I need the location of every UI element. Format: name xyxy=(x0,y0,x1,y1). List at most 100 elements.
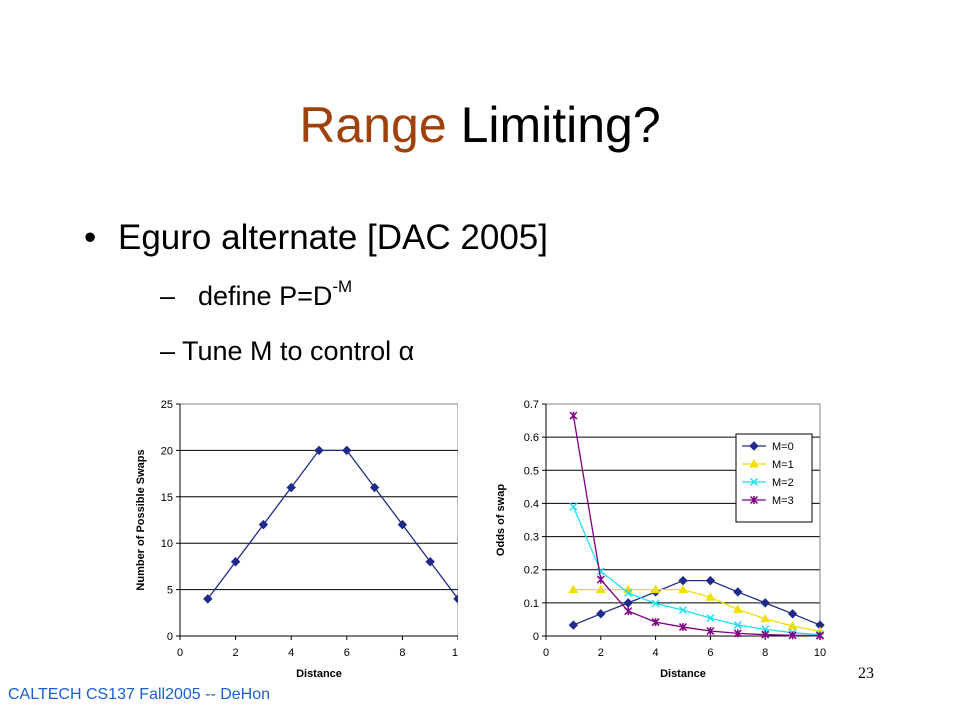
x-tick-label: 6 xyxy=(707,647,713,659)
x-tick-label: 0 xyxy=(543,647,549,659)
x-tick-label: 10 xyxy=(452,647,458,659)
page-number: 23 xyxy=(858,665,874,682)
series-M=2 xyxy=(569,502,825,639)
x-tick-label: 8 xyxy=(762,647,768,659)
data-point xyxy=(623,598,633,608)
x-axis-title: Distance xyxy=(296,668,342,680)
data-point xyxy=(397,519,408,530)
legend-entry: M=0 xyxy=(742,441,794,453)
x-tick-label: 2 xyxy=(598,647,604,659)
data-point xyxy=(651,618,660,627)
legend: M=0 M=1 M=2 M=3 xyxy=(735,433,813,523)
data-point xyxy=(596,575,605,584)
data-point xyxy=(569,502,578,511)
data-point xyxy=(568,620,579,630)
data-point xyxy=(787,621,798,630)
data-point xyxy=(760,598,770,608)
x-tick-label: 0 xyxy=(177,647,183,659)
series-line xyxy=(573,588,821,632)
slide-title: Range Limiting? xyxy=(0,96,960,154)
data-point xyxy=(678,584,688,594)
data-point xyxy=(761,630,770,639)
y-tick-label: 0.4 xyxy=(524,498,539,510)
legend-entry: M=2 xyxy=(742,477,794,489)
y-tick-label: 0 xyxy=(533,631,539,643)
data-point xyxy=(706,614,715,623)
bullet-mark: • xyxy=(84,218,97,257)
footer-course: CALTECH CS137 Fall2005 -- DeHon xyxy=(8,686,271,703)
data-point xyxy=(203,594,213,604)
data-point xyxy=(258,519,269,530)
bullet-text: Eguro alternate [DAC 2005] xyxy=(118,218,548,257)
data-point xyxy=(760,613,771,623)
legend-label: M=1 xyxy=(772,459,794,471)
legend-label: M=2 xyxy=(772,477,794,489)
sub-dash-1: – xyxy=(160,281,176,311)
y-tick-label: 0.2 xyxy=(524,565,539,577)
x-axis-title: Distance xyxy=(660,668,706,680)
y-tick-label: 15 xyxy=(161,492,173,504)
data-point xyxy=(733,629,742,638)
data-point xyxy=(624,588,633,597)
data-point xyxy=(595,584,606,594)
x-tick-label: 8 xyxy=(399,647,405,659)
y-tick-label: 0.5 xyxy=(524,465,539,477)
x-tick-label: 4 xyxy=(288,647,294,659)
data-point xyxy=(453,594,458,604)
data-point xyxy=(706,626,715,636)
data-point xyxy=(569,411,578,420)
title-accent-word: Range xyxy=(299,97,447,153)
legend-marker xyxy=(749,458,759,468)
title-rest: Limiting? xyxy=(446,97,661,153)
series-M=3 xyxy=(569,411,825,640)
legend-label: M=3 xyxy=(772,495,794,507)
y-tick-label: 0.7 xyxy=(524,399,539,411)
sub-item-define: define P=D-M xyxy=(198,277,352,312)
y-axis-title: Number of Possible Swaps xyxy=(135,449,147,590)
series-line xyxy=(572,506,821,636)
y-tick-label: 0.3 xyxy=(524,532,539,544)
data-point xyxy=(596,609,606,619)
data-point xyxy=(678,623,688,632)
series-line xyxy=(573,580,821,626)
x-tick-label: 2 xyxy=(233,647,239,659)
data-point xyxy=(425,557,435,567)
data-point xyxy=(733,621,742,630)
legend-box xyxy=(735,433,813,523)
sub-item-define-exponent: -M xyxy=(332,277,353,296)
data-point xyxy=(314,445,324,456)
x-tick-label: 6 xyxy=(344,647,350,659)
y-tick-label: 0.1 xyxy=(524,598,539,610)
legend-marker xyxy=(749,477,759,487)
data-point xyxy=(568,584,579,594)
y-tick-label: 10 xyxy=(161,538,173,550)
data-point xyxy=(705,592,716,601)
odds-chart: 0 0.1 0.2 0.3 0.4 0.5 0.6 0.7 0 2 4 6 8 10 Distance Odd… xyxy=(495,399,826,680)
series-M=1 xyxy=(568,584,825,635)
data-point xyxy=(342,445,352,456)
data-point xyxy=(733,587,743,597)
y-tick-label: 20 xyxy=(161,445,173,457)
plot-area xyxy=(179,403,458,637)
data-point xyxy=(815,631,825,640)
data-point xyxy=(286,482,296,493)
y-tick-label: 5 xyxy=(167,585,173,597)
legend-label: M=0 xyxy=(772,441,794,453)
x-tick-label: 10 xyxy=(814,647,826,659)
data-point xyxy=(624,607,633,616)
y-tick-label: 0.6 xyxy=(524,432,539,444)
legend-entry: M=3 xyxy=(742,495,794,507)
data-point xyxy=(705,575,716,586)
sub-dash-2: – xyxy=(160,336,176,366)
data-point xyxy=(650,584,661,594)
swaps-chart: 0 5 10 15 20 25 0 2 4 6 8 10 Distance Number of Possi… xyxy=(135,399,458,680)
y-tick-label: 25 xyxy=(161,399,173,411)
legend-marker xyxy=(749,441,759,451)
data-point xyxy=(230,557,241,567)
x-tick-label: 4 xyxy=(653,647,659,659)
y-tick-label: 0 xyxy=(167,631,173,643)
data-point xyxy=(678,606,688,615)
data-point xyxy=(732,604,743,613)
series-line xyxy=(207,449,458,600)
data-point xyxy=(651,599,660,608)
